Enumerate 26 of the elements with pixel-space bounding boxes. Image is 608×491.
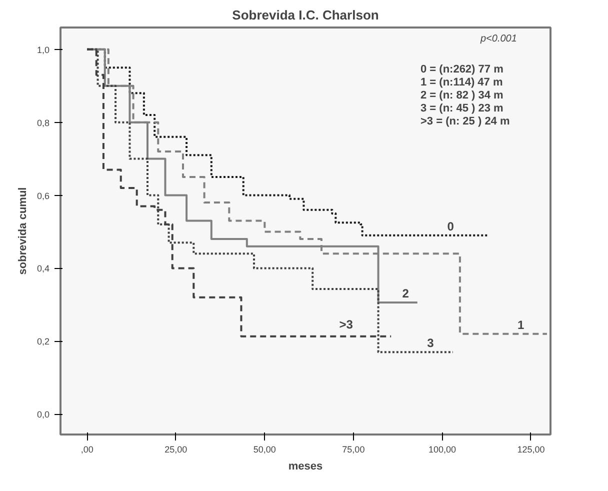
x-tick-label: ,00 bbox=[80, 444, 94, 454]
series-label: 1 bbox=[518, 318, 525, 332]
x-tick-label: 25,00 bbox=[164, 444, 188, 454]
y-tick-label: 0,4 bbox=[36, 264, 50, 274]
x-tick-label: 75,00 bbox=[342, 444, 365, 454]
chart-title: Sobrevida I.C. Charlson bbox=[232, 8, 379, 22]
annotation: p<0.001 bbox=[480, 34, 517, 44]
y-axis-title: sobrevida cumul bbox=[16, 187, 29, 275]
x-axis-title: meses bbox=[288, 460, 323, 472]
series-label: 3 bbox=[427, 336, 434, 350]
y-tick-label: 1,0 bbox=[36, 44, 50, 55]
y-tick-label: 0,0 bbox=[36, 410, 50, 420]
annotation: 1 = (n:114) 47 m bbox=[420, 76, 503, 88]
x-tick-label: 50,00 bbox=[253, 444, 276, 454]
series-label: 2 bbox=[402, 286, 410, 300]
y-tick-label: 0,8 bbox=[36, 118, 50, 128]
annotation: 0 = (n:262) 77 m bbox=[420, 64, 504, 76]
y-tick-label: 0,2 bbox=[36, 336, 50, 347]
x-tick-label: 100,00 bbox=[428, 444, 456, 454]
series-label: >3 bbox=[339, 317, 354, 332]
series-label: 0 bbox=[447, 219, 454, 234]
annotation: 2 = (n: 82 ) 34 m bbox=[420, 90, 504, 102]
annotation: >3 = (n: 25 ) 24 m bbox=[420, 116, 510, 128]
y-tick-label: 0,6 bbox=[36, 190, 50, 201]
x-tick-label: 125,00 bbox=[517, 444, 545, 454]
annotation: 3 = (n: 45 ) 23 m bbox=[420, 102, 504, 114]
